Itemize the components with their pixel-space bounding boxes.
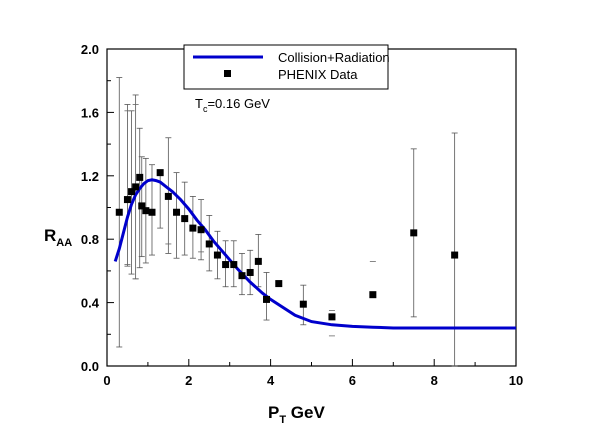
legend: Collision+Radiation PHENIX Data (183, 44, 390, 90)
x-axis-title: PT GeV (268, 403, 325, 426)
y-tick-label: 0.4 (81, 296, 100, 311)
data-point (142, 207, 150, 215)
data-point (181, 215, 189, 223)
y-tick-label: 0.8 (81, 232, 99, 247)
data-point (222, 261, 230, 269)
legend-label-theory: Collision+Radiation (278, 50, 390, 65)
legend-label-data: PHENIX Data (278, 67, 358, 82)
data-point (451, 251, 459, 259)
legend-marker-swatch (224, 70, 231, 77)
y-tick-label: 0.0 (81, 359, 99, 374)
data-point (173, 208, 181, 216)
y-tick-label: 2.0 (81, 42, 99, 57)
data-point (230, 261, 238, 269)
data-point (369, 291, 377, 299)
legend-box (183, 44, 389, 90)
data-point (189, 224, 197, 232)
data-point (132, 183, 140, 191)
data-point (275, 280, 283, 288)
data-point (246, 268, 254, 276)
x-tick-label: 2 (185, 373, 192, 388)
error-dashes (124, 104, 376, 337)
error-bars (116, 77, 458, 367)
data-point (213, 251, 221, 259)
y-tick-label: 1.6 (81, 105, 99, 120)
x-tick-label: 6 (349, 373, 356, 388)
data-points (115, 169, 459, 321)
x-tick-label: 10 (509, 373, 523, 388)
data-point (128, 188, 136, 196)
y-axis-title: RAA (44, 226, 72, 249)
data-point (238, 272, 246, 280)
annotation-tc: Tc=0.16 GeV (195, 96, 270, 114)
data-point (299, 300, 307, 308)
y-axis-ticks: 0.0 0.4 0.8 1.2 1.6 2.0 (81, 42, 114, 374)
x-tick-label: 4 (267, 373, 275, 388)
data-point (410, 229, 418, 237)
data-point (164, 192, 172, 200)
x-tick-label: 8 (431, 373, 438, 388)
data-point (115, 208, 123, 216)
y-tick-label: 1.2 (81, 169, 99, 184)
data-point (197, 226, 205, 234)
data-point (123, 196, 131, 204)
data-point (136, 173, 144, 181)
data-point (328, 313, 336, 321)
data-point (138, 202, 146, 210)
data-point (254, 257, 262, 265)
data-point (205, 240, 213, 248)
x-tick-label: 0 (103, 373, 110, 388)
data-point (263, 295, 271, 303)
data-point (156, 169, 164, 177)
data-point (148, 208, 156, 216)
x-axis-ticks: 0 2 4 6 8 10 (103, 359, 523, 388)
